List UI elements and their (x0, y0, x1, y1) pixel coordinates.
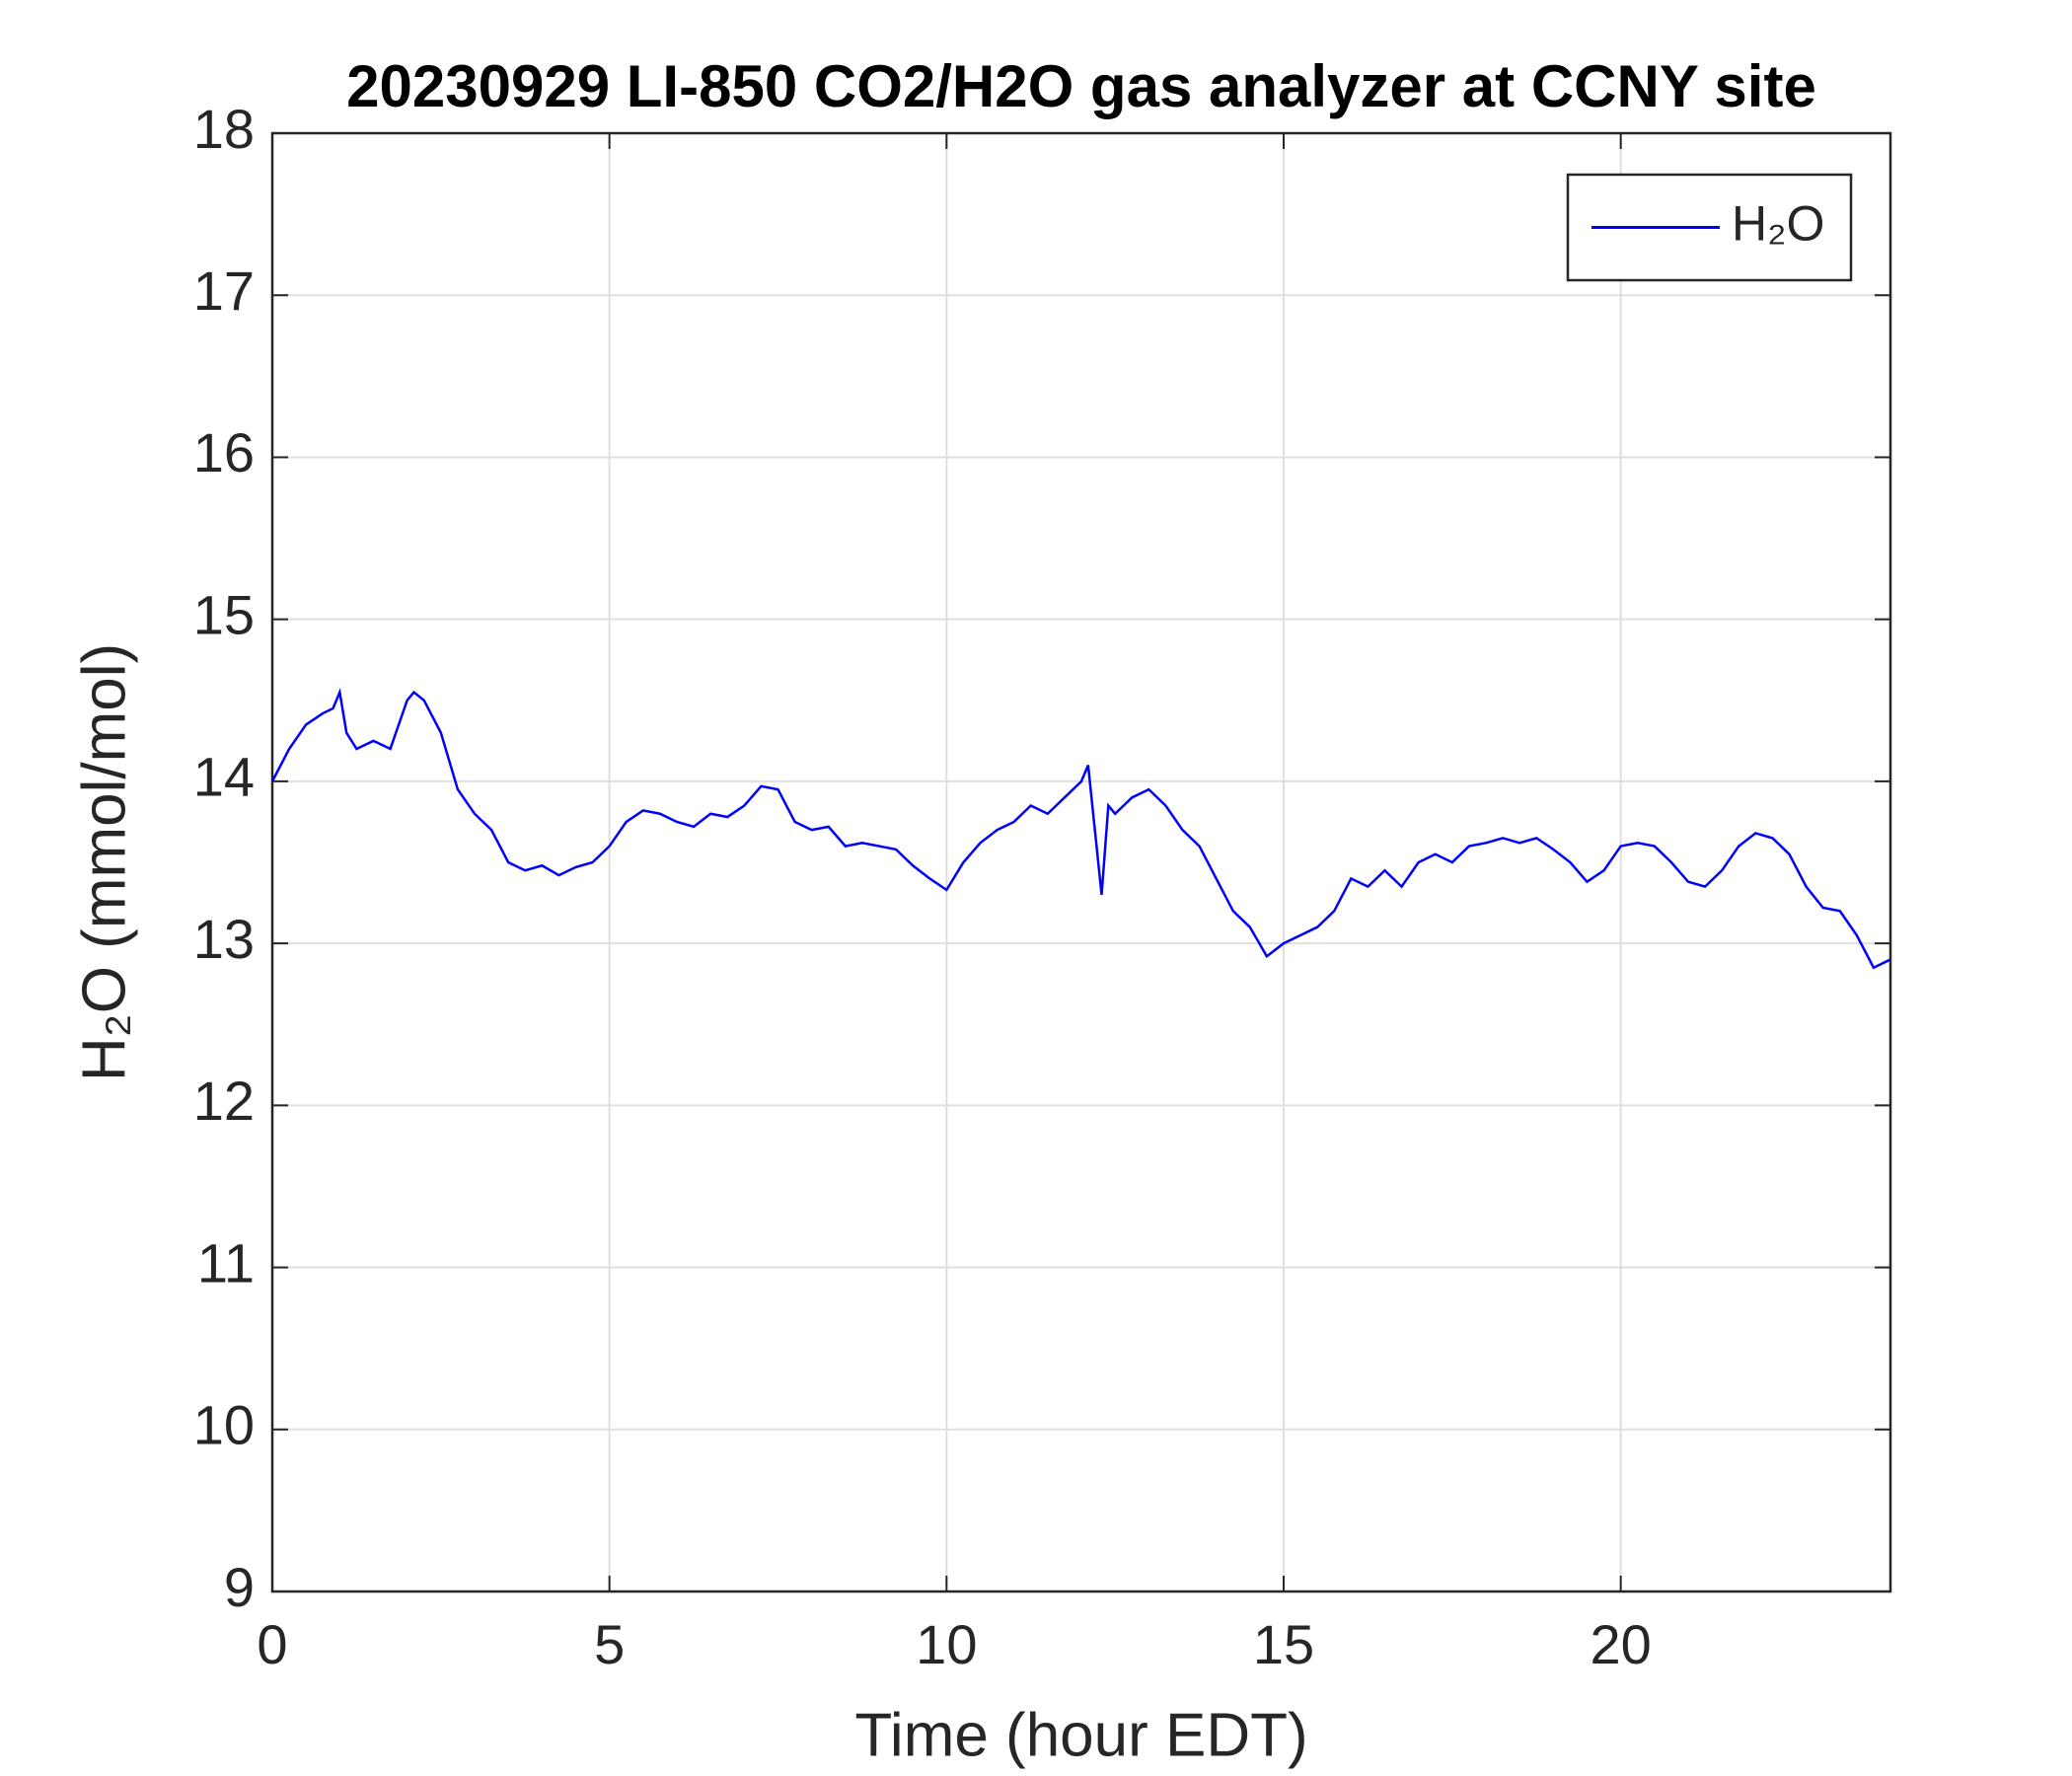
y-tick-label: 13 (193, 908, 255, 970)
x-tick-label: 5 (594, 1613, 625, 1675)
y-tick-label: 17 (193, 259, 255, 322)
y-tick-label: 18 (193, 98, 255, 160)
x-axis-label: Time (hour EDT) (854, 1701, 1307, 1769)
chart-title: 20230929 LI-850 CO2/H2O gas analyzer at … (346, 53, 1816, 119)
legend-label: H₂O (1732, 196, 1824, 252)
x-tick-label: 20 (1591, 1613, 1652, 1675)
y-tick-label: 14 (193, 746, 255, 808)
x-tick-label: 10 (916, 1613, 977, 1675)
x-tick-label: 0 (257, 1613, 287, 1675)
y-tick-label: 9 (224, 1556, 255, 1618)
y-tick-label: 11 (197, 1231, 255, 1294)
y-tick-label: 16 (193, 421, 255, 483)
data-line (270, 688, 1891, 970)
plot-frame (270, 131, 1892, 1593)
y-axis-label: H₂O (mmol/mol) (70, 643, 138, 1081)
x-tick-label: 15 (1253, 1613, 1314, 1675)
y-tick-label: 10 (193, 1394, 255, 1456)
y-tick-label: 12 (193, 1070, 255, 1132)
y-tick-label: 15 (193, 583, 255, 645)
